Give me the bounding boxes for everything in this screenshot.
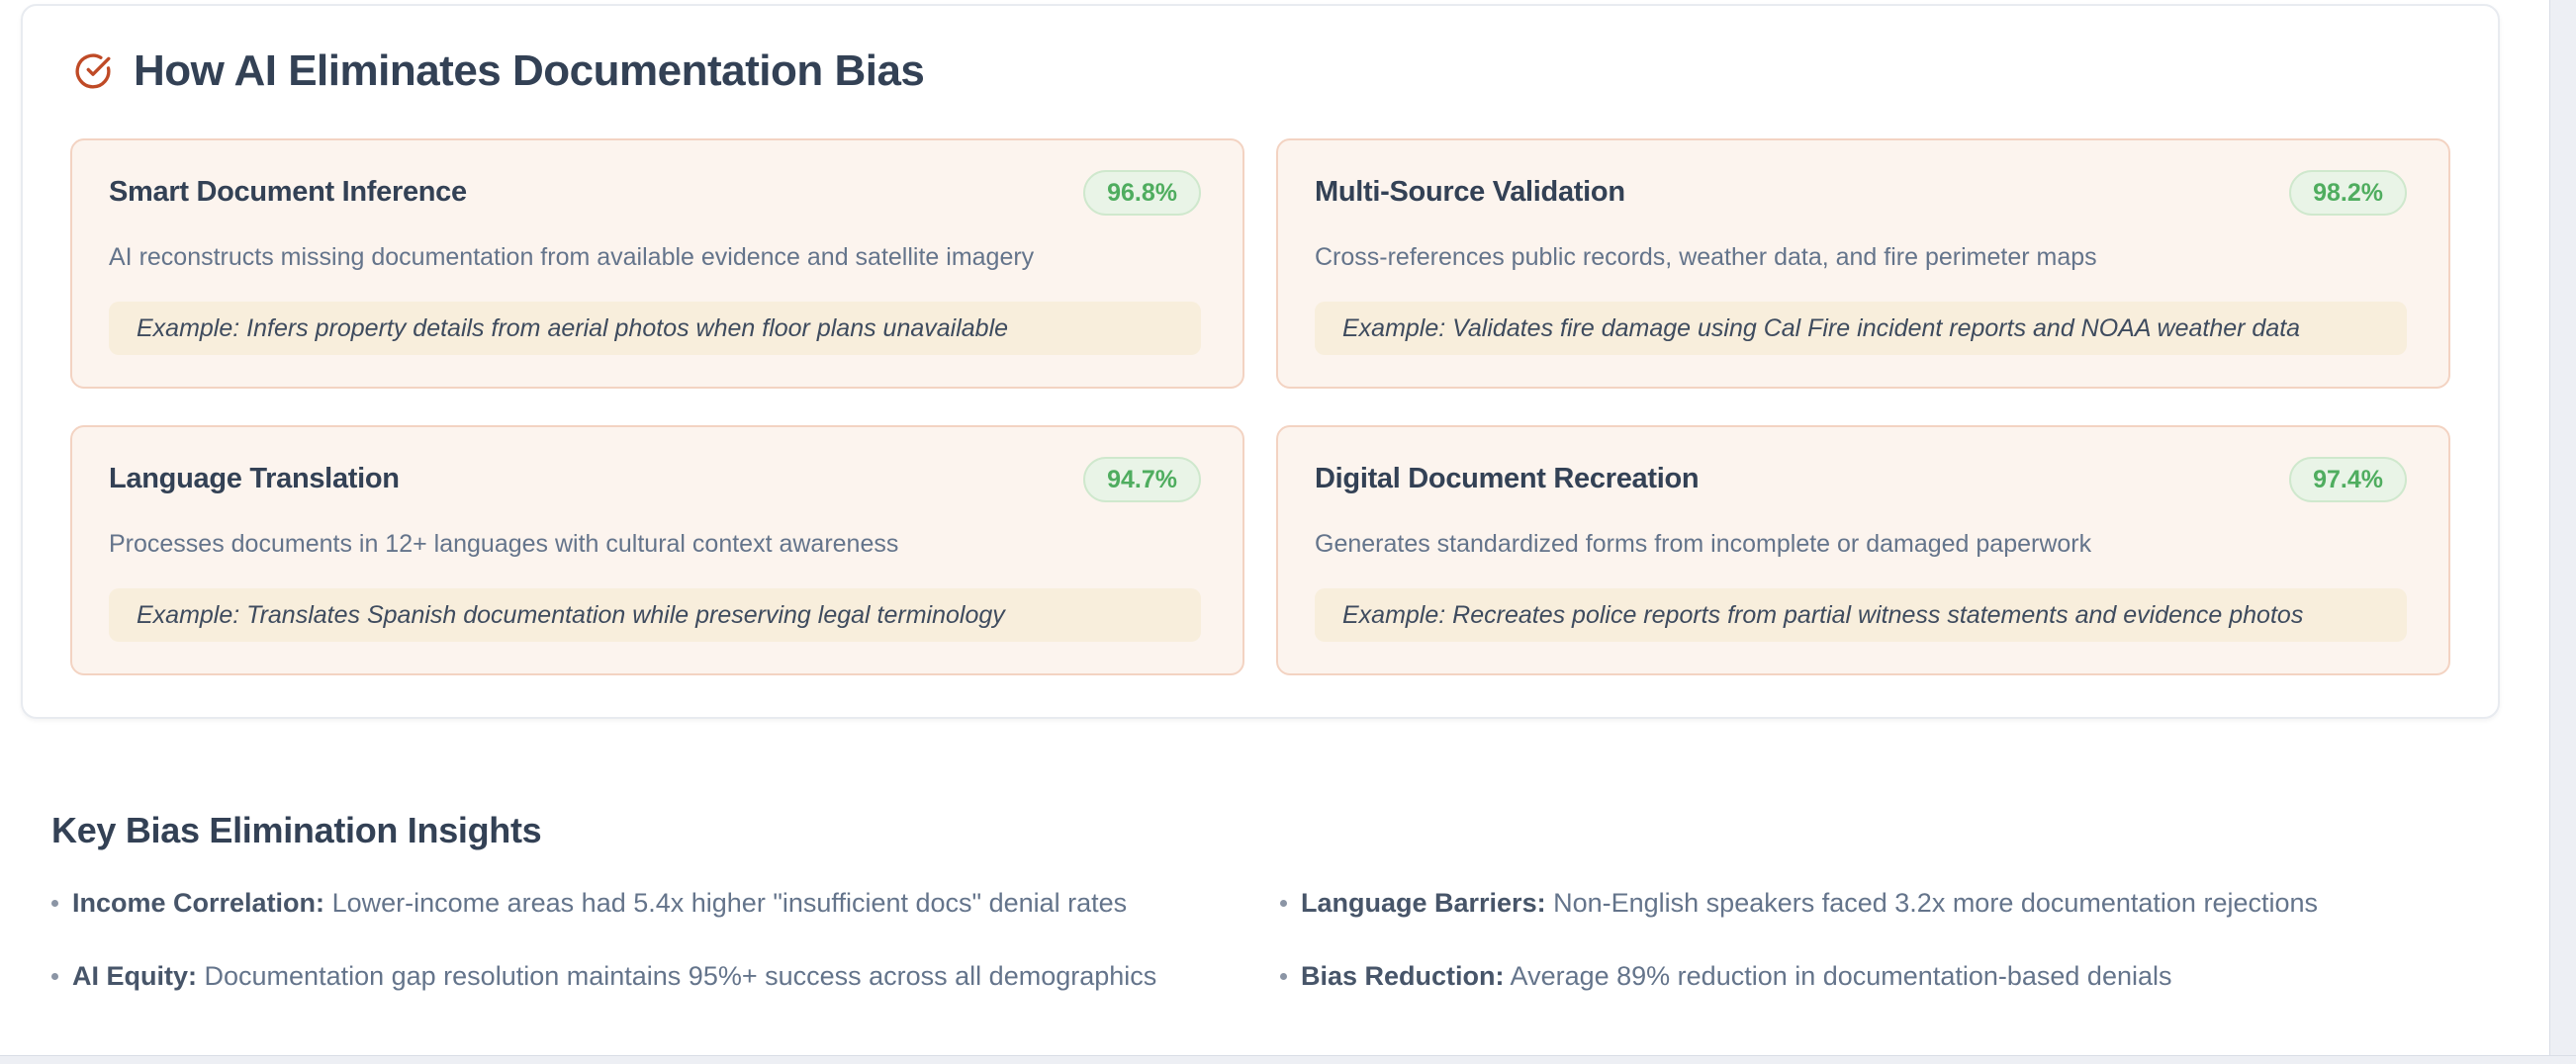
- insight-item: Bias Reduction: Average 89% reduction in…: [1280, 960, 2495, 992]
- capability-example-text: Example: Translates Spanish documentatio…: [137, 600, 1005, 629]
- capability-title: Smart Document Inference: [109, 176, 467, 209]
- capability-card-header: Digital Document Recreation 97.4%: [1315, 457, 2407, 503]
- capability-example-box: Example: Validates fire damage using Cal…: [1315, 301, 2407, 355]
- insight-text: Income Correlation: Lower-income areas h…: [72, 887, 1127, 919]
- capability-card: Multi-Source Validation 98.2% Cross-refe…: [1276, 138, 2450, 390]
- check-circle-icon: [74, 52, 112, 90]
- insight-item: Language Barriers: Non-English speakers …: [1280, 887, 2495, 919]
- insight-detail: Non-English speakers faced 3.2x more doc…: [1553, 888, 2319, 918]
- capability-title: Multi-Source Validation: [1315, 176, 1625, 209]
- capability-title: Digital Document Recreation: [1315, 463, 1700, 495]
- bullet-dot-icon: [1280, 899, 1287, 907]
- documentation-bias-panel: How AI Eliminates Documentation Bias Sma…: [21, 4, 2500, 719]
- accuracy-badge: 94.7%: [1083, 457, 1201, 503]
- insight-item: AI Equity: Documentation gap resolution …: [51, 960, 1227, 992]
- capability-example-text: Example: Recreates police reports from p…: [1342, 600, 2304, 629]
- insight-detail: Lower-income areas had 5.4x higher "insu…: [331, 888, 1128, 918]
- insight-label: AI Equity:: [72, 961, 197, 992]
- capability-description: Cross-references public records, weather…: [1315, 243, 2097, 272]
- capability-example-text: Example: Validates fire damage using Cal…: [1342, 313, 2301, 342]
- right-gutter: [2549, 0, 2576, 1064]
- insights-grid: Income Correlation: Lower-income areas h…: [51, 887, 2495, 993]
- accuracy-badge: 96.8%: [1083, 170, 1201, 217]
- insight-text: Bias Reduction: Average 89% reduction in…: [1301, 960, 2172, 992]
- insight-label: Income Correlation:: [72, 888, 325, 918]
- insights-section: Key Bias Elimination Insights Income Cor…: [51, 810, 2495, 993]
- insight-text: Language Barriers: Non-English speakers …: [1301, 887, 2318, 919]
- insight-text: AI Equity: Documentation gap resolution …: [72, 960, 1156, 992]
- capability-cards-grid: Smart Document Inference 96.8% AI recons…: [70, 138, 2450, 676]
- capability-card-header: Smart Document Inference 96.8%: [109, 170, 1201, 217]
- bottom-gutter: [0, 1055, 2576, 1064]
- insight-label: Bias Reduction:: [1301, 961, 1505, 992]
- bullet-dot-icon: [51, 899, 58, 907]
- capability-example-box: Example: Translates Spanish documentatio…: [109, 587, 1201, 642]
- capability-description: Processes documents in 12+ languages wit…: [109, 530, 899, 559]
- insight-item: Income Correlation: Lower-income areas h…: [51, 887, 1227, 919]
- bullet-dot-icon: [1280, 973, 1287, 981]
- capability-card-header: Multi-Source Validation 98.2%: [1315, 170, 2407, 217]
- accuracy-badge: 97.4%: [2289, 457, 2407, 503]
- capability-card: Language Translation 94.7% Processes doc…: [70, 425, 1244, 676]
- panel-header: How AI Eliminates Documentation Bias: [74, 46, 2450, 95]
- insight-detail: Documentation gap resolution maintains 9…: [204, 961, 1157, 992]
- accuracy-badge: 98.2%: [2289, 170, 2407, 217]
- capability-card: Smart Document Inference 96.8% AI recons…: [70, 138, 1244, 390]
- capability-description: Generates standardized forms from incomp…: [1315, 530, 2092, 559]
- capability-example-box: Example: Recreates police reports from p…: [1315, 587, 2407, 642]
- page-title: How AI Eliminates Documentation Bias: [134, 46, 925, 95]
- capability-card: Digital Document Recreation 97.4% Genera…: [1276, 425, 2450, 676]
- capability-description: AI reconstructs missing documentation fr…: [109, 243, 1035, 272]
- capability-card-header: Language Translation 94.7%: [109, 457, 1201, 503]
- capability-example-box: Example: Infers property details from ae…: [109, 301, 1201, 355]
- insights-heading: Key Bias Elimination Insights: [51, 810, 542, 850]
- bullet-dot-icon: [51, 973, 58, 981]
- capability-example-text: Example: Infers property details from ae…: [137, 313, 1009, 342]
- insight-label: Language Barriers:: [1301, 888, 1546, 918]
- insight-detail: Average 89% reduction in documentation-b…: [1510, 961, 2172, 992]
- capability-title: Language Translation: [109, 463, 400, 495]
